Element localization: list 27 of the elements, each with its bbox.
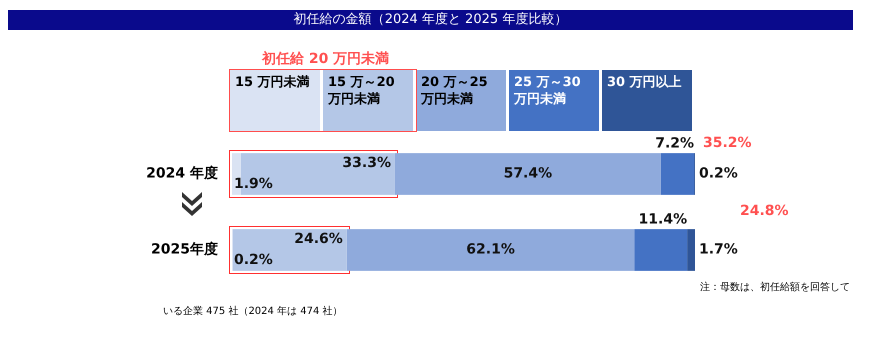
y-tick-label: 2024 年度 bbox=[146, 164, 218, 182]
data-label: 24.6% bbox=[294, 231, 343, 248]
data-label: 62.1% bbox=[466, 242, 515, 258]
data-label: 1.7% bbox=[699, 242, 738, 258]
text: 30 万円以上 bbox=[607, 75, 682, 90]
data-label: 57.4% bbox=[504, 166, 552, 182]
data-label: 7.2% bbox=[655, 136, 694, 152]
text: 24.8% bbox=[740, 203, 789, 219]
bar bbox=[634, 229, 688, 271]
data-label: 0.2% bbox=[699, 166, 738, 182]
bar bbox=[687, 229, 695, 271]
text: 20 万～25 万円未満 bbox=[421, 75, 488, 107]
data-label: 0.2% bbox=[234, 252, 273, 268]
data-label: 33.3% bbox=[342, 155, 391, 172]
bar bbox=[346, 229, 634, 271]
text: 35.2% bbox=[703, 135, 752, 151]
text: 15 万～20 万円未満 bbox=[328, 75, 395, 107]
text: 注：母数は、初任給額を回答している企業 475 社（2024 年は 474 社） bbox=[163, 282, 850, 317]
y-tick-label: 2025年度 bbox=[151, 240, 218, 258]
text: 15 万円未満 bbox=[235, 75, 310, 90]
data-label: 11.4% bbox=[638, 212, 688, 228]
text: 25 万～30 万円未満 bbox=[514, 75, 581, 107]
chart-title: 初任給の金額（2024 年度と 2025 年度比較） bbox=[8, 10, 853, 30]
bar bbox=[660, 153, 694, 195]
text: 初任給 20 万円未満 bbox=[262, 50, 390, 68]
data-label: 1.9% bbox=[234, 176, 273, 192]
bar bbox=[394, 153, 661, 195]
